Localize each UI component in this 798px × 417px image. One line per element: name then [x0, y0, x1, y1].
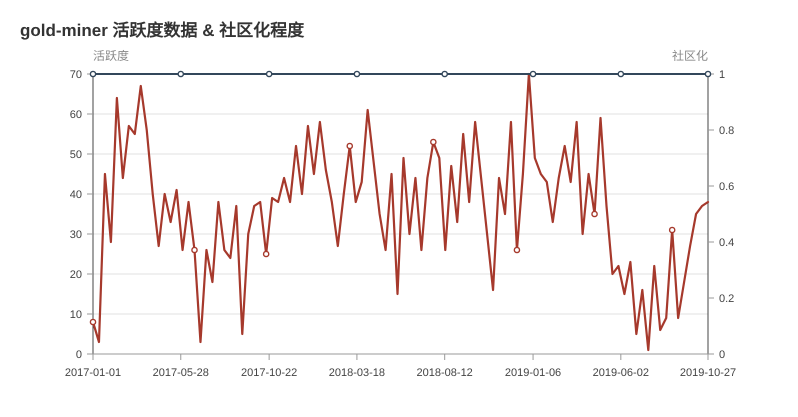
- svg-text:10: 10: [70, 309, 82, 321]
- svg-text:社区化: 社区化: [672, 49, 708, 63]
- svg-text:50: 50: [70, 149, 82, 161]
- svg-text:2018-03-18: 2018-03-18: [329, 367, 385, 379]
- svg-text:0.2: 0.2: [719, 293, 734, 305]
- svg-text:1: 1: [719, 69, 725, 81]
- svg-text:60: 60: [70, 109, 82, 121]
- svg-text:70: 70: [70, 69, 82, 81]
- svg-text:2017-01-01: 2017-01-01: [65, 367, 121, 379]
- svg-text:2019-06-02: 2019-06-02: [593, 367, 649, 379]
- svg-text:2017-10-22: 2017-10-22: [241, 367, 297, 379]
- svg-text:活跃度: 活跃度: [93, 49, 129, 63]
- svg-text:0.4: 0.4: [719, 237, 734, 249]
- svg-text:0.6: 0.6: [719, 181, 734, 193]
- svg-text:2019-01-06: 2019-01-06: [505, 367, 561, 379]
- svg-text:0.8: 0.8: [719, 125, 734, 137]
- svg-text:2019-10-27: 2019-10-27: [680, 367, 736, 379]
- svg-text:2018-08-12: 2018-08-12: [417, 367, 473, 379]
- svg-text:2017-05-28: 2017-05-28: [153, 367, 209, 379]
- svg-text:30: 30: [70, 229, 82, 241]
- svg-text:40: 40: [70, 189, 82, 201]
- svg-text:0: 0: [76, 349, 82, 361]
- svg-text:20: 20: [70, 269, 82, 281]
- svg-text:0: 0: [719, 349, 725, 361]
